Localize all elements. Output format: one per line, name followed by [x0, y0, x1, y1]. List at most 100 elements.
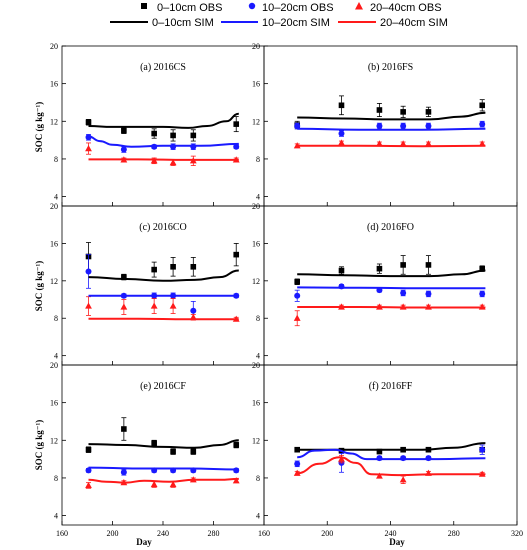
x-tick-label: 280	[208, 529, 220, 538]
data-point-square	[479, 265, 486, 272]
data-point-circle	[120, 146, 127, 153]
x-tick-label: 200	[107, 529, 119, 538]
sim-line	[88, 439, 239, 449]
panel-4: 4 8 12 16 20 (d) 2016FO	[252, 202, 518, 366]
data-point-triangle	[169, 480, 177, 488]
x-tick-label: 160	[258, 529, 270, 538]
data-point-square	[85, 119, 92, 126]
data-point-triangle	[376, 472, 383, 479]
data-point-triangle	[338, 455, 345, 462]
data-point-square	[400, 109, 406, 115]
data-point-triangle	[150, 302, 158, 309]
y-tick-label: 4	[54, 512, 58, 521]
y-axis-title: SOC (g kg⁻¹)	[34, 102, 44, 152]
data-point-circle	[190, 307, 197, 314]
data-point-square	[376, 107, 383, 113]
y-tick-label: 12	[50, 277, 58, 286]
data-point-square	[170, 132, 176, 139]
legend-item-20-40cm-sim: 20–40cm SIM	[338, 17, 448, 29]
data-point-square	[85, 446, 92, 453]
data-point-square	[338, 267, 345, 274]
y-tick-label: 12	[252, 436, 260, 445]
y-tick-label: 12	[50, 436, 58, 445]
sim-line	[88, 477, 239, 484]
data-point-triangle	[232, 477, 240, 484]
y-tick-label: 8	[54, 314, 58, 323]
sim-line	[88, 466, 239, 471]
y-tick-label: 20	[252, 202, 260, 211]
legend-label: 20–40cm SIM	[380, 17, 448, 29]
data-point-square	[425, 262, 432, 268]
y-tick-label: 8	[256, 314, 260, 323]
x-tick-label: 240	[157, 529, 169, 538]
y-tick-label: 20	[50, 42, 58, 51]
legend-circle-marker	[248, 2, 256, 10]
data-point-square	[190, 263, 197, 270]
sim-line	[297, 111, 486, 121]
y-tick-label: 16	[252, 239, 260, 248]
data-point-square	[151, 130, 157, 137]
panel-1: 4 8 12 16 20 (a) 2016CS	[50, 42, 265, 207]
data-point-triangle	[85, 302, 92, 309]
data-point-triangle	[150, 480, 158, 488]
data-point-square	[170, 263, 176, 270]
legend-triangle-marker	[355, 2, 363, 10]
legend-label: 20–40cm OBS	[370, 2, 442, 14]
x-tick-label: 240	[385, 529, 397, 538]
sim-line	[297, 448, 486, 461]
sim-line	[297, 127, 486, 131]
data-point-triangle	[169, 302, 177, 309]
data-point-circle	[294, 123, 301, 129]
y-tick-label: 20	[252, 361, 260, 370]
y-tick-label: 8	[256, 474, 260, 483]
y-tick-label: 4	[256, 512, 260, 521]
y-tick-label: 20	[50, 202, 58, 211]
data-point-circle	[400, 123, 407, 129]
legend-item-20-40cm-obs: 20–40cm OBS	[355, 2, 442, 14]
sim-line	[88, 269, 239, 282]
legend-label: 10–20cm OBS	[262, 2, 334, 14]
x-axis-title: Day	[389, 537, 405, 547]
panel-title: (b) 2016FS	[368, 62, 413, 73]
y-tick-label: 4	[54, 352, 58, 361]
data-point-square	[190, 448, 197, 455]
data-point-square	[233, 121, 240, 127]
x-tick-label: 160	[56, 529, 68, 538]
data-point-square	[170, 448, 176, 455]
y-tick-label: 8	[256, 155, 260, 164]
panel-3: 4 8 12 16 20 (c) 2016CO	[50, 202, 265, 366]
y-tick-label: 8	[54, 155, 58, 164]
data-point-circle	[233, 143, 240, 150]
y-tick-label: 12	[252, 117, 260, 126]
data-point-triangle	[399, 476, 407, 483]
data-point-triangle	[338, 139, 345, 146]
y-tick-label: 16	[50, 80, 58, 89]
panel-5: 4 8 12 16 20 160 200 240 280 (e) 2016CF	[50, 361, 265, 538]
y-tick-label: 20	[252, 42, 260, 51]
y-tick-label: 20	[50, 361, 58, 370]
legend-label: 0–10cm OBS	[157, 2, 222, 14]
data-point-circle	[479, 446, 486, 453]
data-point-circle	[338, 130, 345, 137]
data-point-square	[400, 262, 406, 268]
x-tick-label: 200	[321, 529, 333, 538]
data-point-circle	[294, 460, 301, 467]
data-point-square	[233, 442, 240, 448]
panel-6: 4 8 12 16 20 160 200 240 280 320 (f) 2016FF	[252, 361, 523, 538]
legend-item-10-20cm-sim: 10–20cm SIM	[221, 17, 330, 29]
sim-line	[88, 317, 239, 321]
y-tick-label: 8	[54, 474, 58, 483]
data-point-circle	[85, 268, 92, 275]
data-point-square	[121, 127, 127, 134]
data-point-triangle	[85, 481, 92, 489]
data-point-circle	[425, 290, 432, 297]
legend: 0–10cm OBS 10–20cm OBS 20–40cm OBS 0–10c…	[110, 2, 448, 29]
data-point-triangle	[425, 140, 432, 147]
y-tick-label: 16	[252, 399, 260, 408]
data-point-square	[338, 102, 345, 109]
data-point-square	[121, 426, 127, 432]
data-point-square	[151, 440, 157, 446]
data-point-square	[121, 274, 127, 280]
data-point-circle	[120, 469, 127, 476]
x-tick-label: 320	[511, 529, 523, 538]
